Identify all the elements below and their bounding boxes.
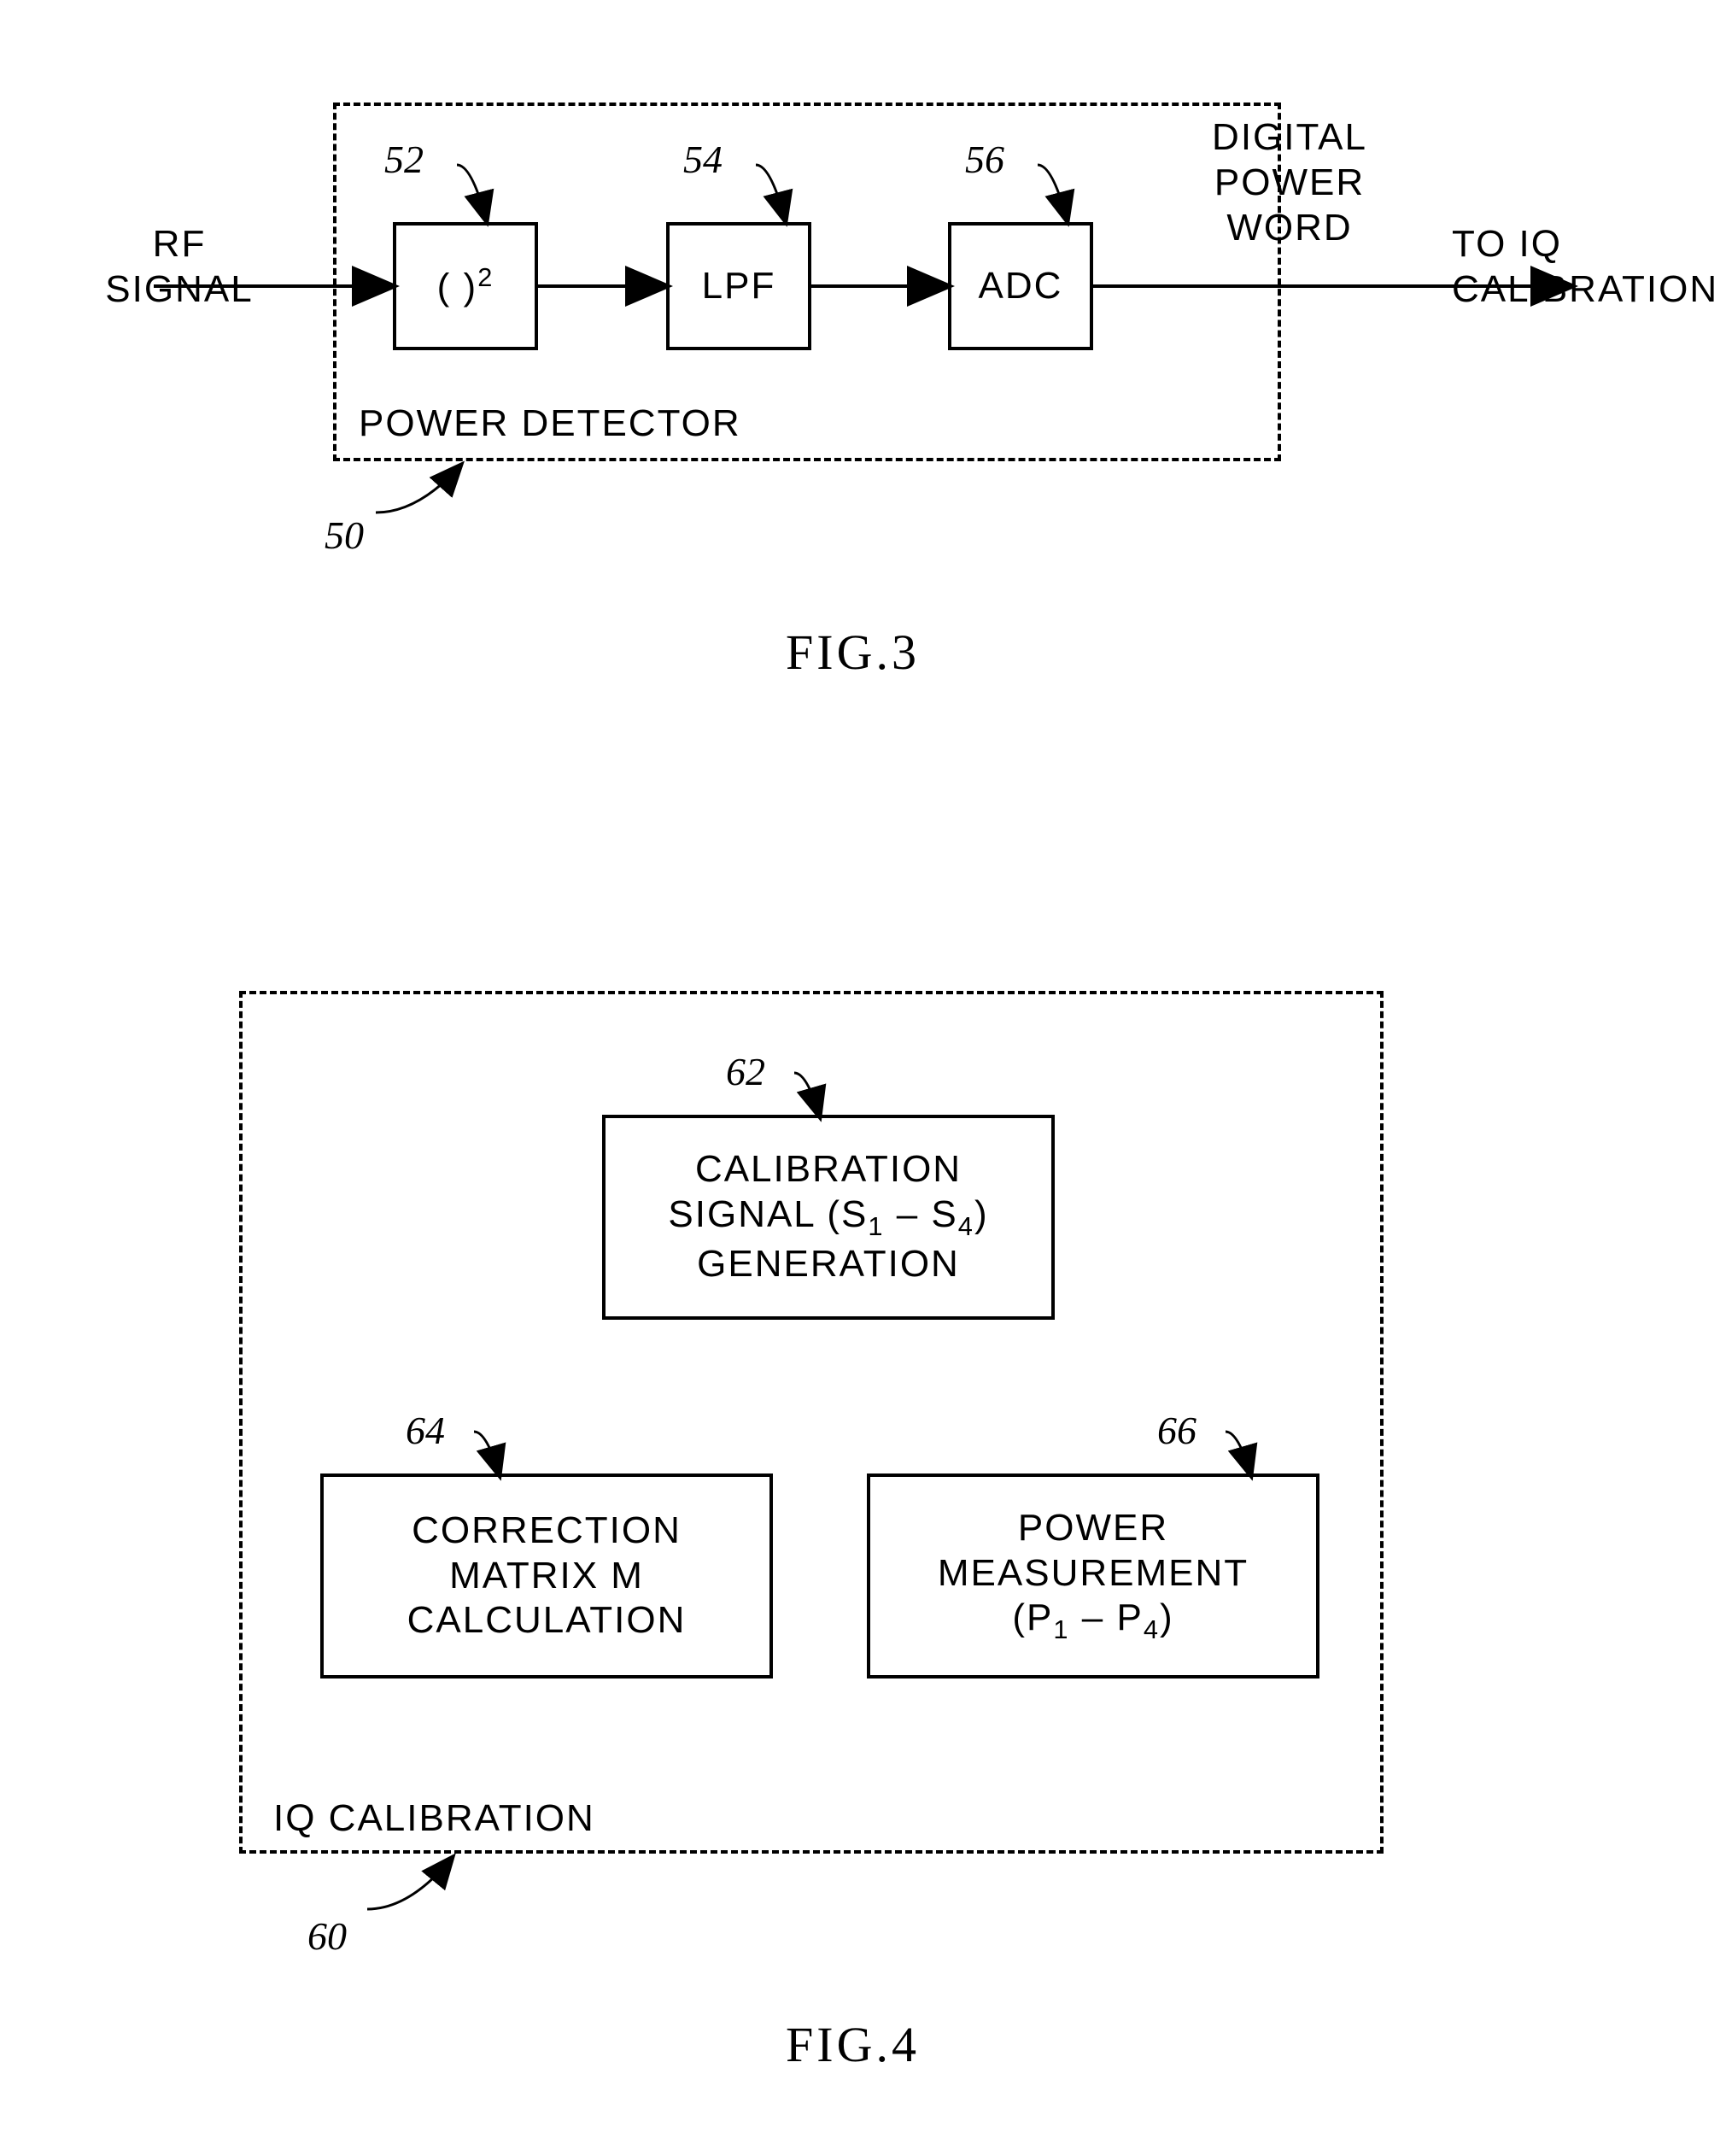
calibration-signal-block: CALIBRATIONSIGNAL (S1 – S4)GENERATION bbox=[602, 1115, 1055, 1320]
adc-block: ADC bbox=[948, 222, 1093, 350]
power-measurement-block: POWERMEASUREMENT(P1 – P4) bbox=[867, 1473, 1319, 1679]
squarer-block: ( )2 bbox=[393, 222, 538, 350]
ref-66: 66 bbox=[1157, 1408, 1196, 1453]
to-iq-calibration-label: TO IQCALIBRATION bbox=[1452, 222, 1708, 313]
fig4-label: FIG.4 bbox=[786, 2016, 920, 2073]
power-detector-label: POWER DETECTOR bbox=[359, 401, 741, 447]
fig3-label: FIG.3 bbox=[786, 624, 920, 681]
ref-54: 54 bbox=[683, 137, 723, 182]
ref-62: 62 bbox=[726, 1049, 765, 1094]
ref-60: 60 bbox=[307, 1913, 347, 1959]
rf-signal-label: RFSIGNAL bbox=[98, 222, 260, 313]
lpf-block: LPF bbox=[666, 222, 811, 350]
canvas: ( )2LPFADCRFSIGNALDIGITALPOWERWORDTO IQC… bbox=[51, 51, 1674, 2101]
ref-56: 56 bbox=[965, 137, 1004, 182]
ref-64: 64 bbox=[406, 1408, 445, 1453]
correction-matrix-block: CORRECTIONMATRIX MCALCULATION bbox=[320, 1473, 773, 1679]
iq-calibration-label: IQ CALIBRATION bbox=[273, 1796, 595, 1842]
digital-power-word-label: DIGITALPOWERWORD bbox=[1204, 115, 1375, 250]
ref-52: 52 bbox=[384, 137, 424, 182]
ref-50: 50 bbox=[325, 513, 364, 558]
